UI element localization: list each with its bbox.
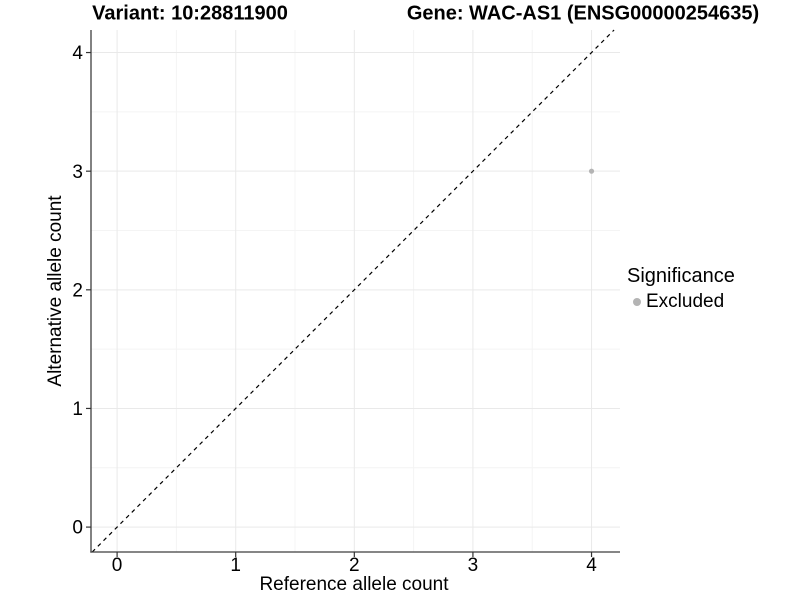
x-tick-label: 2 [349,555,360,576]
legend: Significance Excluded [627,265,735,313]
y-tick-label: 1 [72,399,83,420]
legend-item-label: Excluded [646,291,725,312]
x-tick-label: 4 [586,555,597,576]
legend-item-excluded: Excluded [627,291,735,313]
legend-title: Significance [627,265,735,287]
excluded-point-icon [633,298,641,306]
x-tick-label: 1 [230,555,241,576]
y-axis-title: Alternative allele count [45,195,66,387]
identity-reference-line [91,29,615,553]
y-tick-label: 3 [72,162,83,183]
x-tick-label: 3 [468,555,479,576]
gene-title: Gene: WAC-AS1 (ENSG00000254635) [406,2,760,25]
variant-title: Variant: 10:28811900 [92,2,288,25]
x-tick-label: 0 [112,555,123,576]
data-point [588,168,595,174]
y-tick-label: 0 [72,518,83,539]
x-axis-title: Reference allele count [259,574,449,595]
y-tick-label: 4 [72,43,83,64]
y-tick-label: 2 [72,280,83,301]
